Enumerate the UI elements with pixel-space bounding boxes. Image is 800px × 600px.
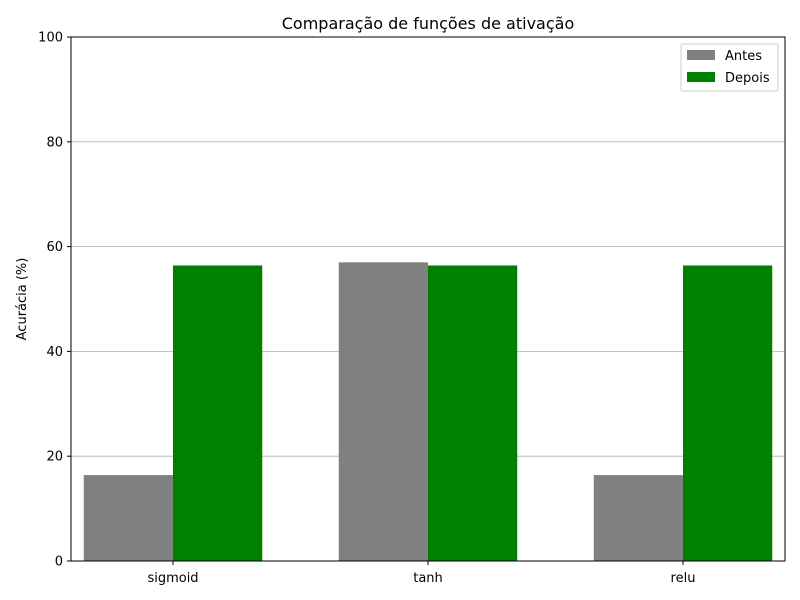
bar-depois-sigmoid [173, 265, 263, 561]
x-axis: sigmoid tanh relu [147, 561, 695, 586]
legend-swatch-antes [687, 50, 715, 60]
x-tick-label: relu [671, 571, 696, 586]
bar-antes-relu [593, 475, 683, 561]
y-tick-label: 80 [46, 135, 63, 150]
y-tick-label: 60 [46, 240, 63, 255]
chart-title: Comparação de funções de ativação [282, 14, 575, 33]
bar-antes-sigmoid [83, 475, 173, 561]
legend-label-antes: Antes [725, 49, 762, 64]
y-tick-label: 40 [46, 345, 63, 360]
y-tick-label: 0 [55, 555, 63, 570]
y-axis-label: Acurácia (%) [15, 258, 30, 341]
x-tick-label: sigmoid [147, 571, 198, 586]
bar-antes-tanh [338, 262, 428, 561]
y-axis: 0 20 40 60 80 100 [38, 31, 71, 570]
legend-swatch-depois [687, 72, 715, 82]
legend: Antes Depois [680, 43, 779, 92]
legend-label-depois: Depois [725, 71, 770, 86]
y-tick-label: 100 [38, 31, 63, 46]
bar-depois-tanh [428, 265, 518, 561]
x-tick-label: tanh [413, 571, 443, 586]
bar-depois-relu [683, 265, 773, 561]
y-tick-label: 20 [46, 450, 63, 465]
bar-layer [83, 262, 773, 561]
